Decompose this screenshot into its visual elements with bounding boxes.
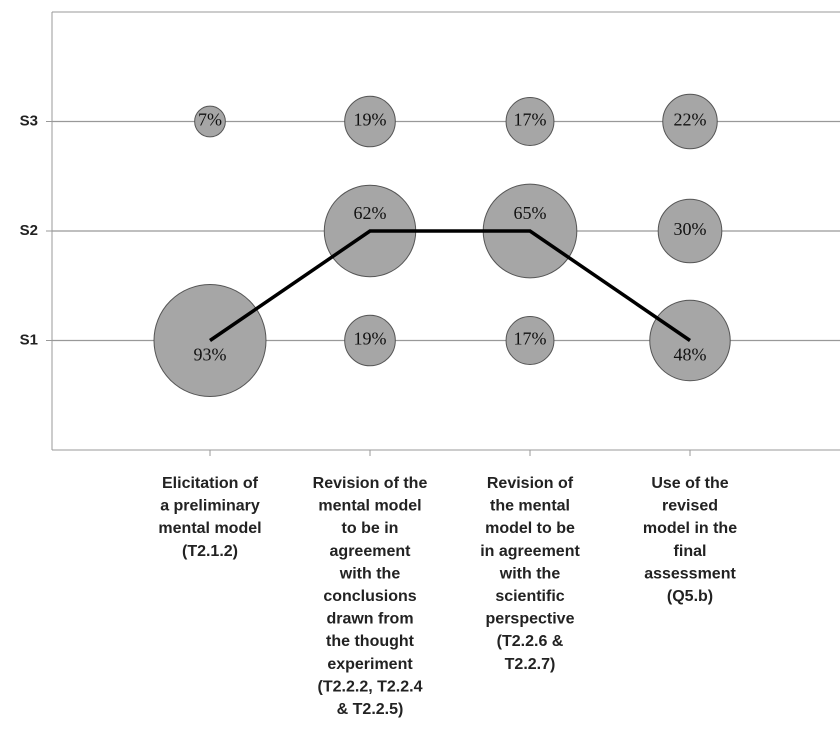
value-label: 65% <box>514 203 547 223</box>
x-tick-label-line: conclusions <box>323 588 416 605</box>
x-tick-label-line: assessment <box>644 565 736 582</box>
y-tick-label: S1 <box>20 331 38 348</box>
x-tick-label-line: experiment <box>327 656 413 673</box>
x-tick-label-line: (T2.2.2, T2.2.4 <box>318 678 423 695</box>
bubble <box>194 105 226 138</box>
value-label: 17% <box>514 110 547 130</box>
y-tick-label: S2 <box>20 222 38 239</box>
x-tick-label-line: model to be <box>485 520 575 537</box>
x-tick-label-line: with the <box>499 565 561 582</box>
x-tick-label-line: drawn from <box>326 611 413 628</box>
bubble <box>657 198 723 264</box>
x-tick-label-line: & T2.2.5) <box>337 701 404 718</box>
x-tick-label-line: with the <box>339 565 401 582</box>
x-tick-label: Revision of the mental model to be in agree… <box>313 475 428 718</box>
x-tick-label-line: Revision of <box>487 475 574 492</box>
x-tick-label-line: mental model <box>318 498 421 515</box>
bubble <box>344 95 396 148</box>
value-label: 22% <box>674 110 707 130</box>
x-tick-label-line: mental model <box>158 520 261 537</box>
mode-line <box>209 229 691 342</box>
x-tick-label: Revision of the mental model to be in agree… <box>480 475 580 673</box>
x-tick-label-line: Use of the <box>651 475 728 492</box>
value-label: 19% <box>354 110 387 130</box>
value-label: 48% <box>674 345 707 365</box>
x-tick-label-line: the thought <box>326 633 415 650</box>
value-label: 7% <box>198 110 222 130</box>
value-label: 19% <box>354 329 387 349</box>
x-tick-label-line: (Q5.b) <box>667 588 713 605</box>
value-label: 30% <box>674 219 707 239</box>
x-tick-label: Use of the revised model in the final assess… <box>643 475 737 605</box>
x-tick-label-line: T2.2.7) <box>505 656 556 673</box>
x-tick-label-line: agreement <box>330 543 412 560</box>
x-tick-label-line: Elicitation of <box>162 475 259 492</box>
x-tick-label-line: the mental <box>490 498 570 515</box>
x-tick-label-line: perspective <box>486 611 575 628</box>
x-tick-label-line: final <box>674 543 707 560</box>
x-tick-label: Elicitation of a preliminary mental model (… <box>158 475 261 560</box>
x-tick-label-line: Revision of the <box>313 475 428 492</box>
x-tick-label-line: (T2.1.2) <box>182 543 238 560</box>
value-label: 93% <box>194 345 227 365</box>
bubble <box>344 314 396 367</box>
x-tick-label-line: (T2.2.6 & <box>497 633 564 650</box>
y-tick-label: S3 <box>20 112 38 129</box>
x-tick-label-line: to be in <box>342 520 399 537</box>
x-tick-label-line: revised <box>662 498 718 515</box>
x-tick-label-line: in agreement <box>480 543 580 560</box>
value-label: 62% <box>354 203 387 223</box>
value-label: 17% <box>514 329 547 349</box>
x-tick-label-line: scientific <box>495 588 564 605</box>
bubble <box>662 93 718 150</box>
x-tick-label-line: model in the <box>643 520 737 537</box>
bubble <box>505 316 555 365</box>
x-tick-label-line: a preliminary <box>160 498 260 515</box>
bubble <box>505 97 555 146</box>
